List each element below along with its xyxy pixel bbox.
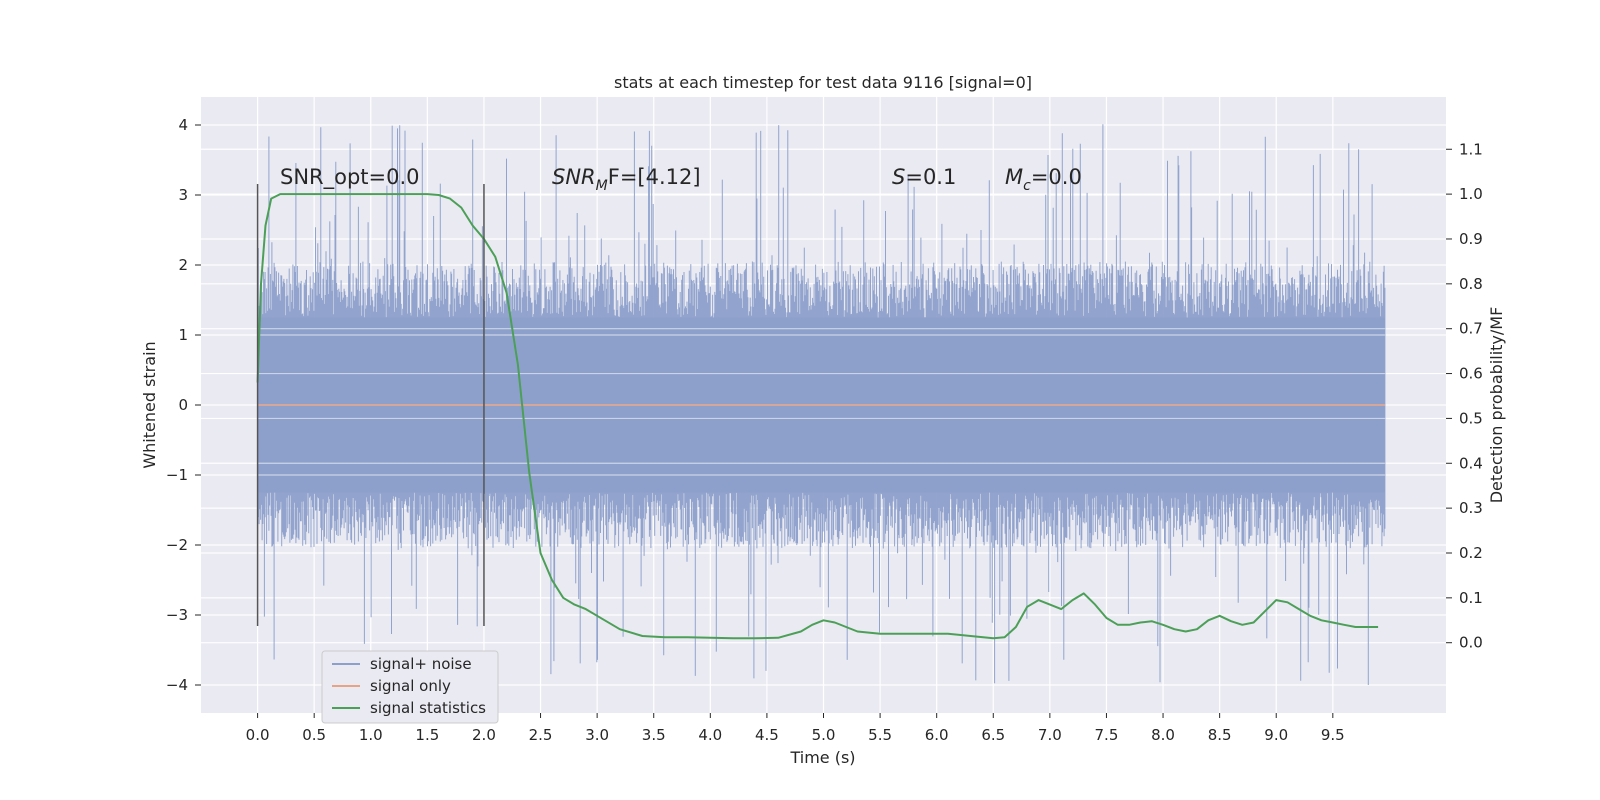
x-tick-label: 1.0 bbox=[359, 726, 383, 744]
x-tick-label: 7.5 bbox=[1095, 726, 1119, 744]
chart-title: stats at each timestep for test data 911… bbox=[614, 73, 1032, 92]
y2-tick-label: 0.3 bbox=[1459, 499, 1483, 517]
series-signal-statistics bbox=[256, 193, 1379, 640]
x-tick-label: 8.5 bbox=[1208, 726, 1232, 744]
x-tick-label: 5.0 bbox=[812, 726, 836, 744]
x-tick-label: 8.0 bbox=[1151, 726, 1175, 744]
y2-tick-label: 1.0 bbox=[1459, 185, 1483, 203]
y2-tick-label: 0.9 bbox=[1459, 230, 1483, 248]
x-tick-label: 9.0 bbox=[1264, 726, 1288, 744]
y2-tick-label: 0.0 bbox=[1459, 634, 1483, 652]
annotation-mc: Mc=0.0 bbox=[1005, 165, 1082, 194]
y-axis-ticks: 4 3 2 1 0 −1 −2 −3 −4 bbox=[166, 116, 201, 694]
x-axis-label: Time (s) bbox=[789, 748, 855, 767]
y-axis-label: Whitened strain bbox=[140, 341, 159, 468]
x-tick-label: 7.0 bbox=[1038, 726, 1062, 744]
y2-tick-label: 0.5 bbox=[1459, 409, 1483, 427]
y2-tick-label: 1.1 bbox=[1459, 140, 1483, 158]
x-tick-label: 5.5 bbox=[868, 726, 892, 744]
y2-tick-label: 0.2 bbox=[1459, 544, 1483, 562]
x-tick-label: 0.5 bbox=[302, 726, 326, 744]
y-tick-label: 3 bbox=[178, 186, 188, 204]
legend-label-stats: signal statistics bbox=[370, 699, 486, 717]
y2-tick-label: 0.8 bbox=[1459, 275, 1483, 293]
x-tick-label: 3.0 bbox=[585, 726, 609, 744]
y-tick-label: 0 bbox=[178, 396, 188, 414]
y2-tick-label: 0.4 bbox=[1459, 454, 1483, 472]
y2-axis-label: Detection probability/MF bbox=[1487, 307, 1506, 504]
y2-tick-label: 0.1 bbox=[1459, 589, 1483, 607]
y-tick-label: −3 bbox=[166, 606, 188, 624]
annotation-snr-mf: SNRMF=[4.12] bbox=[552, 165, 701, 194]
y2-tick-label: 0.6 bbox=[1459, 365, 1483, 383]
legend: signal+ noise signal only signal statist… bbox=[321, 650, 499, 724]
annotation-s: S=0.1 bbox=[892, 165, 956, 189]
y2-tick-label: 0.7 bbox=[1459, 320, 1483, 338]
legend-label-signal: signal only bbox=[370, 677, 451, 695]
y2-axis-ticks: 1.1 1.0 0.9 0.8 0.7 0.6 0.5 0.4 0.3 0.2 0.1 0.0 bbox=[1446, 140, 1483, 652]
x-tick-label: 1.5 bbox=[415, 726, 439, 744]
y-tick-label: −2 bbox=[166, 536, 188, 554]
line-series bbox=[256, 193, 1385, 640]
vertical-markers bbox=[256, 184, 485, 626]
x-axis-ticks: 0.0 0.5 1.0 1.5 2.0 2.5 3.0 3.5 4.0 4.5 5.0 5.5 6.0 6… bbox=[246, 713, 1345, 744]
y-tick-label: 1 bbox=[178, 326, 188, 344]
x-tick-label: 6.0 bbox=[925, 726, 949, 744]
x-tick-label: 0.0 bbox=[246, 726, 270, 744]
x-tick-label: 9.5 bbox=[1321, 726, 1345, 744]
annotation-snr-opt: SNR_opt=0.0 bbox=[280, 165, 420, 190]
y-tick-label: −4 bbox=[166, 676, 188, 694]
x-tick-label: 2.5 bbox=[529, 726, 553, 744]
y-tick-label: 4 bbox=[178, 116, 188, 134]
x-tick-label: 6.5 bbox=[981, 726, 1005, 744]
y-tick-label: 2 bbox=[178, 256, 188, 274]
x-tick-label: 4.5 bbox=[755, 726, 779, 744]
legend-box bbox=[321, 650, 499, 724]
x-tick-label: 3.5 bbox=[642, 726, 666, 744]
y-tick-label: −1 bbox=[166, 466, 188, 484]
x-tick-label: 4.0 bbox=[698, 726, 722, 744]
legend-label-noise: signal+ noise bbox=[370, 655, 472, 673]
x-tick-label: 2.0 bbox=[472, 726, 496, 744]
